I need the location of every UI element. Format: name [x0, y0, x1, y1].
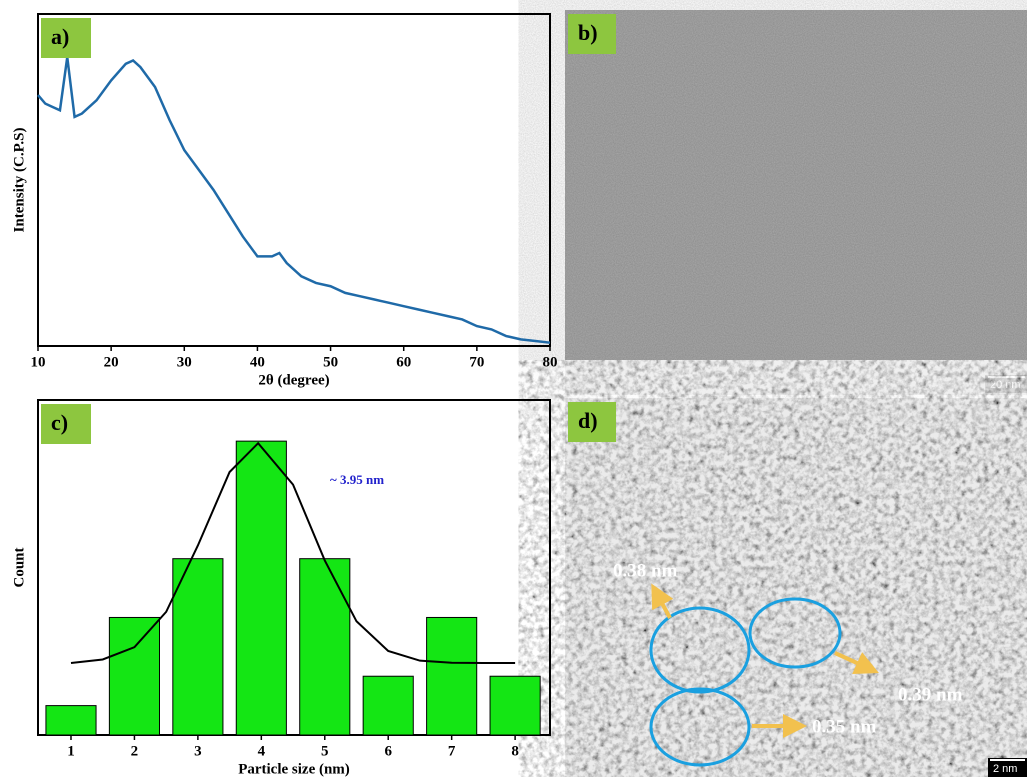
plot-frame	[37, 399, 551, 736]
particle-circle	[748, 597, 842, 669]
x-tick-label: 5	[321, 743, 329, 759]
x-tick-label: 50	[323, 354, 338, 370]
annotation: 0.38 nm	[613, 560, 678, 581]
bar	[426, 616, 478, 736]
x-tick-label: 10	[31, 354, 46, 370]
scale-label: 2 nm	[993, 763, 1017, 775]
plot-frame	[37, 13, 551, 347]
x-tick-label: 70	[469, 354, 484, 370]
label-box	[568, 402, 616, 442]
bar	[299, 558, 351, 736]
y-axis-label: Count	[11, 547, 27, 587]
x-tick-label: 40	[250, 354, 265, 370]
x-tick-label: 8	[511, 743, 519, 759]
scale-bar-bg	[988, 758, 1027, 777]
y-axis-label: Intensity (C.P.S)	[11, 128, 27, 233]
particle-circle	[649, 606, 751, 694]
panel-label: a)	[51, 24, 69, 49]
bar	[235, 440, 287, 736]
fit-curve	[70, 441, 516, 665]
tem-texture	[565, 10, 1027, 395]
x-tick-label: 3	[194, 743, 202, 759]
bar	[362, 675, 414, 736]
arrow	[834, 651, 879, 674]
label-box	[568, 14, 616, 54]
scale-bar-bg	[985, 375, 1027, 393]
x-tick-label: 80	[543, 354, 558, 370]
annotation: 0.35 nm	[812, 716, 877, 737]
annotation: 0.39 nm	[898, 684, 963, 705]
annotation: ~ 3.95 nm	[330, 472, 384, 487]
arrow	[651, 583, 674, 619]
xrd-line	[37, 56, 551, 344]
x-axis-label: Particle size (nm)	[238, 761, 350, 777]
x-tick-label: 20	[104, 354, 119, 370]
x-tick-label: 7	[448, 743, 456, 759]
x-tick-label: 1	[67, 743, 75, 759]
panel-label: b)	[578, 20, 598, 45]
panel-label: d)	[578, 408, 598, 433]
scale-label: 20 nm	[990, 379, 1021, 391]
hrtem-texture	[565, 398, 1027, 777]
x-tick-label: 2	[131, 743, 139, 759]
x-tick-label: 6	[384, 743, 392, 759]
label-box	[41, 404, 91, 444]
bar	[45, 705, 97, 736]
bar	[489, 675, 541, 736]
particle-circle	[649, 687, 751, 767]
label-box	[41, 18, 91, 58]
x-axis-label: 2θ (degree)	[258, 372, 329, 388]
bar	[108, 616, 160, 736]
panel-label: c)	[51, 410, 68, 435]
x-tick-label: 4	[258, 743, 266, 759]
x-tick-label: 30	[177, 354, 192, 370]
x-tick-label: 60	[396, 354, 411, 370]
bar	[172, 558, 224, 736]
